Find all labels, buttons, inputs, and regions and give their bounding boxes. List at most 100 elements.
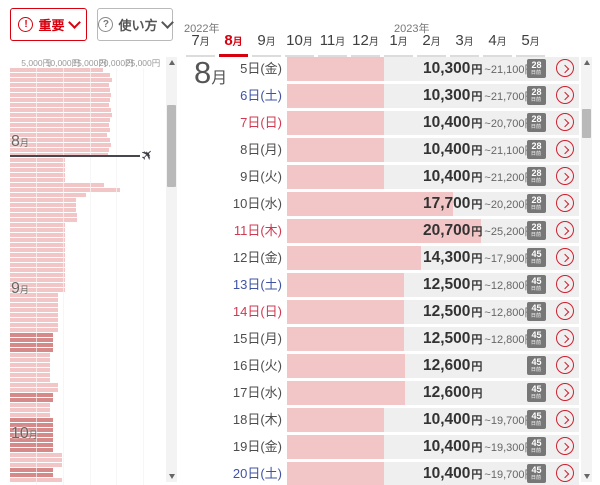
chart-price-bar bbox=[9, 428, 53, 432]
month-tab-number: 12 bbox=[352, 32, 369, 49]
row-detail-button[interactable] bbox=[556, 302, 574, 320]
fare-row[interactable]: 10日(水) 17,700 円 ~20,200円 28 日前 bbox=[190, 192, 579, 216]
row-date-label: 12日(金) bbox=[232, 250, 282, 265]
row-price-min: 10,400 bbox=[423, 411, 471, 428]
row-date-label: 8日(月) bbox=[240, 142, 282, 157]
fare-row[interactable]: 14日(日) 12,500 円 ~12,800円 45 日前 bbox=[190, 300, 579, 324]
row-detail-button[interactable] bbox=[556, 167, 574, 185]
month-tab-number: 4 bbox=[488, 32, 497, 49]
row-price-bar bbox=[287, 354, 406, 378]
row-price-yen: 円 bbox=[471, 199, 483, 211]
month-tab-number: 8 bbox=[224, 32, 233, 49]
fare-row[interactable]: 12日(金) 14,300 円 ~17,900円 45 日前 bbox=[190, 246, 579, 270]
row-detail-button[interactable] bbox=[556, 275, 574, 293]
row-detail-button[interactable] bbox=[556, 221, 574, 239]
row-detail-button[interactable] bbox=[556, 410, 574, 428]
chart-scrollbar[interactable] bbox=[166, 57, 177, 482]
advance-fare-badge: 28 日前 bbox=[527, 140, 546, 159]
list-month-suffix: 月 bbox=[211, 70, 228, 87]
row-detail-button[interactable] bbox=[556, 356, 574, 374]
chevron-right-icon bbox=[560, 415, 570, 424]
chart-price-bar bbox=[9, 408, 51, 412]
month-tab-5[interactable]: 5月 bbox=[516, 32, 545, 57]
chart-price-bar bbox=[9, 313, 59, 317]
fare-row[interactable]: 8日(月) 10,400 円 ~21,100円 28 日前 bbox=[190, 138, 579, 162]
row-detail-button[interactable] bbox=[556, 248, 574, 266]
month-tab-9[interactable]: 9月 bbox=[252, 32, 281, 57]
row-price-yen: 円 bbox=[471, 442, 483, 454]
fare-row[interactable]: 9日(火) 10,400 円 ~21,200円 28 日前 bbox=[190, 165, 579, 189]
fare-row[interactable]: 17日(水) 12,600 円 45 日前 bbox=[190, 381, 579, 405]
month-tab-10[interactable]: 10月 bbox=[285, 32, 314, 57]
month-tab-3[interactable]: 3月 bbox=[450, 32, 479, 57]
row-price-yen: 円 bbox=[471, 280, 483, 292]
chart-price-bar bbox=[9, 218, 77, 222]
advance-fare-badge: 45 日前 bbox=[527, 329, 546, 348]
chart-price-bar bbox=[9, 93, 112, 97]
chart-price-bar bbox=[9, 108, 111, 112]
chart-price-bar bbox=[9, 73, 110, 77]
fare-row[interactable]: 11日(木) 20,700 円 ~25,200円 28 日前 bbox=[190, 219, 579, 243]
fare-row[interactable]: 19日(金) 10,400 円 ~19,300円 45 日前 bbox=[190, 435, 579, 459]
scroll-up-icon[interactable] bbox=[583, 60, 590, 65]
row-price-bar bbox=[287, 165, 385, 189]
row-detail-button[interactable] bbox=[556, 464, 574, 482]
fare-row[interactable]: 7日(日) 10,400 円 ~20,700円 28 日前 bbox=[190, 111, 579, 135]
badge-days-suffix: 日前 bbox=[531, 475, 542, 481]
month-tab-number: 9 bbox=[257, 32, 266, 49]
month-tab-11[interactable]: 11月 bbox=[318, 32, 347, 57]
row-detail-button[interactable] bbox=[556, 59, 574, 77]
advance-fare-badge: 45 日前 bbox=[527, 383, 546, 402]
scroll-down-icon[interactable] bbox=[168, 474, 175, 479]
month-tab-8[interactable]: 8月 bbox=[219, 32, 248, 57]
month-tab-number: 10 bbox=[286, 32, 303, 49]
important-notice-button[interactable]: ! 重要 bbox=[10, 8, 87, 41]
fare-row[interactable]: 16日(火) 12,600 円 45 日前 bbox=[190, 354, 579, 378]
row-price-range: ~21,100円 bbox=[484, 64, 536, 76]
fare-row[interactable]: 5日(金) 10,300 円 ~21,100円 28 日前 bbox=[190, 57, 579, 81]
advance-fare-badge: 28 日前 bbox=[527, 167, 546, 186]
month-tab-1[interactable]: 1月 bbox=[384, 32, 413, 57]
row-detail-button[interactable] bbox=[556, 113, 574, 131]
fare-row[interactable]: 15日(月) 12,500 円 ~12,800円 45 日前 bbox=[190, 327, 579, 351]
chart-price-bar bbox=[9, 298, 59, 302]
month-tab-4[interactable]: 4月 bbox=[483, 32, 512, 57]
scroll-down-icon[interactable] bbox=[583, 474, 590, 479]
how-to-use-button[interactable]: ? 使い方 bbox=[97, 8, 174, 41]
row-detail-button[interactable] bbox=[556, 329, 574, 347]
row-price-min: 12,500 bbox=[423, 330, 471, 347]
fare-row[interactable]: 20日(土) 10,400 円 ~19,700円 45 日前 bbox=[190, 462, 579, 485]
row-detail-button[interactable] bbox=[556, 140, 574, 158]
list-month-number: 8 bbox=[194, 55, 212, 90]
chart-scrollbar-thumb[interactable] bbox=[167, 105, 176, 187]
row-price: 17,700 円 ~20,200円 bbox=[423, 192, 536, 216]
row-price-range: ~12,800円 bbox=[484, 307, 536, 319]
chart-price-bar bbox=[9, 333, 53, 337]
fare-row[interactable]: 6日(土) 10,300 円 ~21,700円 28 日前 bbox=[190, 84, 579, 108]
month-tab-7[interactable]: 7月 bbox=[186, 32, 215, 57]
chart-month-suffix: 月 bbox=[19, 285, 29, 295]
month-tab-12[interactable]: 12月 bbox=[351, 32, 380, 57]
chart-price-bar bbox=[9, 288, 66, 292]
row-detail-button[interactable] bbox=[556, 383, 574, 401]
chevron-right-icon bbox=[560, 172, 570, 181]
month-tab-suffix: 月 bbox=[302, 37, 313, 48]
month-tab-2[interactable]: 2月 bbox=[417, 32, 446, 57]
axis-tick-label: 10,000円 bbox=[45, 58, 81, 68]
chart-price-bar bbox=[9, 193, 86, 197]
fare-row[interactable]: 13日(土) 12,500 円 ~12,800円 45 日前 bbox=[190, 273, 579, 297]
row-detail-button[interactable] bbox=[556, 194, 574, 212]
row-price-range: ~21,100円 bbox=[484, 145, 536, 157]
list-scrollbar[interactable] bbox=[581, 57, 592, 482]
scroll-up-icon[interactable] bbox=[168, 60, 175, 65]
badge-days-suffix: 日前 bbox=[531, 421, 542, 427]
row-detail-button[interactable] bbox=[556, 86, 574, 104]
row-price-yen: 円 bbox=[471, 388, 483, 400]
badge-days-suffix: 日前 bbox=[531, 286, 542, 292]
chart-price-bar bbox=[9, 213, 77, 217]
gridline-overlay bbox=[89, 68, 91, 485]
row-detail-button[interactable] bbox=[556, 437, 574, 455]
chart-price-bar bbox=[9, 443, 53, 447]
list-scrollbar-thumb[interactable] bbox=[582, 109, 591, 138]
fare-row[interactable]: 18日(木) 10,400 円 ~19,700円 45 日前 bbox=[190, 408, 579, 432]
